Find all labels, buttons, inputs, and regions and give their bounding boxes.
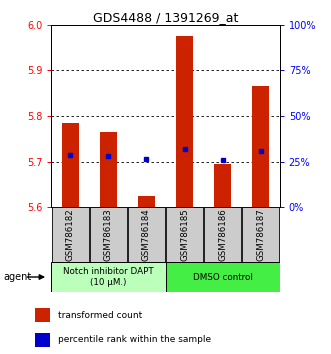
Text: Notch inhibitor DAPT
(10 μM.): Notch inhibitor DAPT (10 μM.) (63, 267, 154, 287)
Title: GDS4488 / 1391269_at: GDS4488 / 1391269_at (93, 11, 238, 24)
FancyBboxPatch shape (242, 207, 279, 262)
Text: GSM786184: GSM786184 (142, 208, 151, 261)
Text: DMSO control: DMSO control (193, 273, 253, 281)
Bar (214, 164, 231, 207)
Text: GSM786183: GSM786183 (104, 208, 113, 261)
FancyBboxPatch shape (51, 262, 166, 292)
Bar (62, 123, 79, 207)
FancyBboxPatch shape (128, 207, 165, 262)
FancyBboxPatch shape (52, 207, 89, 262)
Bar (35, 308, 50, 322)
FancyBboxPatch shape (204, 207, 241, 262)
Text: GSM786187: GSM786187 (256, 208, 265, 261)
Bar (35, 333, 50, 347)
Bar (176, 36, 193, 207)
Text: GSM786186: GSM786186 (218, 208, 227, 261)
Text: GSM786185: GSM786185 (180, 208, 189, 261)
Bar (100, 132, 117, 207)
Bar (252, 86, 269, 207)
Text: percentile rank within the sample: percentile rank within the sample (58, 335, 212, 344)
Bar (138, 196, 155, 207)
Text: transformed count: transformed count (58, 310, 143, 320)
FancyBboxPatch shape (166, 262, 280, 292)
FancyBboxPatch shape (166, 207, 203, 262)
Text: GSM786182: GSM786182 (66, 208, 75, 261)
FancyBboxPatch shape (90, 207, 127, 262)
Text: agent: agent (3, 272, 31, 282)
